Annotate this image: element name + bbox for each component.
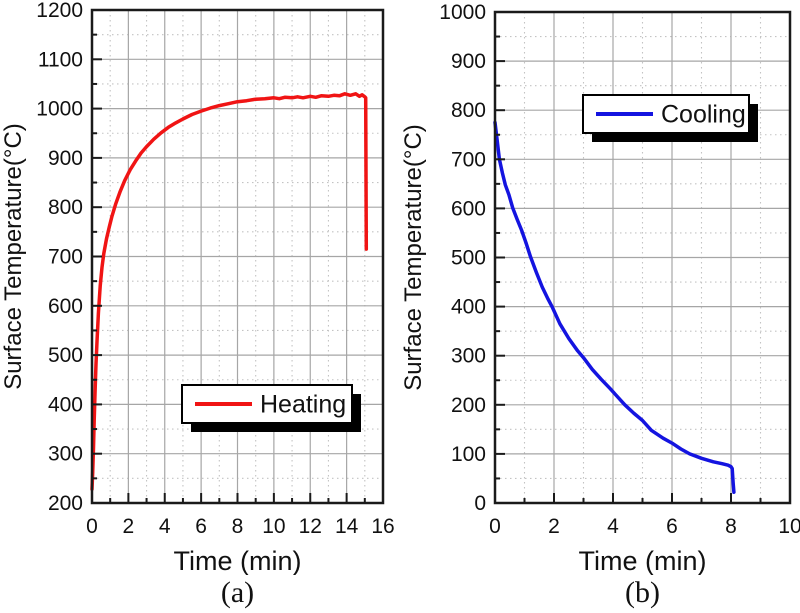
x-tick-labels: 0 2 4 6 8 10 12 14 16 bbox=[86, 515, 395, 538]
svg-text:200: 200 bbox=[48, 492, 83, 515]
y-axis-title: Surface Temperature(°C) bbox=[400, 124, 427, 391]
heating-curve bbox=[90, 92, 369, 491]
svg-text:6: 6 bbox=[195, 515, 207, 538]
y-tick-labels: 200 300 400 500 600 700 800 900 1000 1100 1200 bbox=[36, 0, 83, 515]
panel-caption-a: (a) bbox=[220, 576, 255, 609]
cooling-chart: 0 2 4 6 8 1001002003004005006007008009001000S… bbox=[400, 1, 800, 575]
heating-chart: 0 2 4 6 8 10 12 14 16 200 300 400 500 600 700 800 900 100… bbox=[0, 0, 395, 575]
svg-text:2: 2 bbox=[123, 515, 135, 538]
svg-text:1100: 1100 bbox=[38, 48, 83, 71]
cooling-panel: 0 2 4 6 8 10 0 100 200 300 400 500 600 700 800 900 1000 S… bbox=[400, 0, 800, 613]
svg-text:800: 800 bbox=[48, 196, 83, 219]
svg-text:900: 900 bbox=[451, 50, 486, 73]
svg-text:600: 600 bbox=[48, 295, 83, 318]
legend-label: Heating bbox=[260, 391, 346, 419]
svg-text:0: 0 bbox=[86, 515, 98, 538]
cooling-curve bbox=[493, 120, 736, 494]
svg-text:16: 16 bbox=[371, 515, 394, 538]
axis-ticks bbox=[91, 9, 384, 504]
svg-text:0: 0 bbox=[489, 515, 501, 538]
svg-text:300: 300 bbox=[48, 443, 83, 466]
svg-text:10: 10 bbox=[262, 515, 285, 538]
y-axis-title: Surface Temperature(°C) bbox=[0, 123, 27, 390]
svg-text:8: 8 bbox=[232, 515, 244, 538]
svg-text:600: 600 bbox=[451, 197, 486, 220]
svg-text:500: 500 bbox=[48, 344, 83, 367]
svg-text:14: 14 bbox=[335, 515, 359, 538]
svg-text:900: 900 bbox=[48, 147, 83, 170]
x-axis-title: Time (min) bbox=[174, 546, 302, 575]
svg-text:800: 800 bbox=[451, 99, 486, 122]
axis-ticks bbox=[494, 11, 791, 504]
svg-text:10: 10 bbox=[778, 515, 800, 538]
svg-text:400: 400 bbox=[48, 393, 83, 416]
x-axis-title: Time (min) bbox=[579, 546, 707, 575]
svg-text:12: 12 bbox=[299, 515, 322, 538]
svg-text:1000: 1000 bbox=[439, 1, 486, 24]
x-tick-labels: 0 2 4 6 8 10 bbox=[489, 515, 800, 538]
svg-text:100: 100 bbox=[451, 443, 486, 466]
svg-text:700: 700 bbox=[48, 246, 83, 269]
svg-text:200: 200 bbox=[451, 394, 486, 417]
svg-text:300: 300 bbox=[451, 345, 486, 368]
svg-text:1200: 1200 bbox=[36, 0, 83, 22]
grid-major bbox=[495, 12, 790, 503]
svg-text:8: 8 bbox=[725, 515, 737, 538]
legend: Cooling bbox=[582, 94, 758, 142]
svg-text:400: 400 bbox=[451, 296, 486, 319]
y-tick-labels: 0 100 200 300 400 500 600 700 800 900 1000 bbox=[439, 1, 486, 515]
heating-panel: 0 2 4 6 8 10 12 14 16 200 300 400 500 600 700 800 900 100… bbox=[0, 0, 395, 609]
svg-text:4: 4 bbox=[159, 515, 171, 538]
svg-text:2: 2 bbox=[548, 515, 560, 538]
svg-text:6: 6 bbox=[666, 515, 678, 538]
svg-text:4: 4 bbox=[607, 515, 619, 538]
panel-caption-b: (b) bbox=[625, 576, 660, 609]
svg-text:0: 0 bbox=[474, 492, 486, 515]
svg-text:700: 700 bbox=[451, 148, 486, 171]
svg-text:500: 500 bbox=[451, 247, 486, 270]
legend-label: Cooling bbox=[661, 101, 746, 129]
legend: Heating bbox=[181, 384, 361, 432]
svg-text:1000: 1000 bbox=[36, 98, 83, 121]
